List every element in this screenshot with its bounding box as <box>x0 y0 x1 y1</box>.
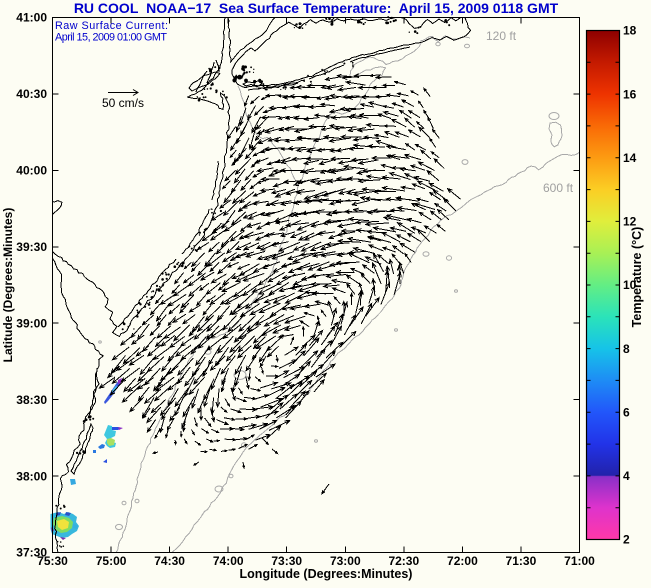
svg-text:50 cm/s: 50 cm/s <box>102 96 144 110</box>
svg-text:40:30: 40:30 <box>16 87 47 101</box>
svg-text:Latitude (Degrees:Minutes): Latitude (Degrees:Minutes) <box>1 208 15 363</box>
svg-text:72:30: 72:30 <box>388 554 419 568</box>
svg-text:2: 2 <box>623 533 630 547</box>
svg-text:75:30: 75:30 <box>37 554 68 568</box>
svg-text:14: 14 <box>623 151 637 165</box>
svg-text:120 ft: 120 ft <box>486 29 517 43</box>
svg-text:39:00: 39:00 <box>16 316 47 330</box>
svg-text:600 ft: 600 ft <box>543 181 574 195</box>
svg-text:April 15, 2009 01:00 GMT: April 15, 2009 01:00 GMT <box>55 32 167 44</box>
svg-text:37:30: 37:30 <box>16 546 47 560</box>
svg-text:73:00: 73:00 <box>330 554 361 568</box>
svg-text:39:30: 39:30 <box>16 240 47 254</box>
svg-text:41:00: 41:00 <box>16 11 47 25</box>
svg-text:4: 4 <box>623 469 630 483</box>
svg-text:8: 8 <box>623 342 630 356</box>
svg-text:12: 12 <box>623 215 637 229</box>
svg-text:71:00: 71:00 <box>564 554 595 568</box>
svg-text:Longitude (Degrees:Minutes): Longitude (Degrees:Minutes) <box>240 567 413 581</box>
svg-text:40:00: 40:00 <box>16 164 47 178</box>
svg-text:38:00: 38:00 <box>16 469 47 483</box>
svg-text:38:30: 38:30 <box>16 393 47 407</box>
svg-text:75:00: 75:00 <box>96 554 127 568</box>
svg-text:16: 16 <box>623 87 637 101</box>
svg-text:18: 18 <box>623 24 637 38</box>
svg-text:73:30: 73:30 <box>271 554 302 568</box>
svg-text:72:00: 72:00 <box>447 554 478 568</box>
svg-text:10: 10 <box>623 278 637 292</box>
svg-text:Temperature (°C): Temperature (°C) <box>630 227 644 328</box>
svg-text:71:30: 71:30 <box>506 554 537 568</box>
svg-text:Raw Surface Current:: Raw Surface Current: <box>55 20 168 32</box>
svg-text:6: 6 <box>623 405 630 419</box>
svg-text:RU COOL NOAA−17 Sea Surface: RU COOL NOAA−17 Sea Surface Temperature:… <box>74 0 559 16</box>
svg-text:74:00: 74:00 <box>213 554 244 568</box>
svg-text:74:30: 74:30 <box>154 554 185 568</box>
